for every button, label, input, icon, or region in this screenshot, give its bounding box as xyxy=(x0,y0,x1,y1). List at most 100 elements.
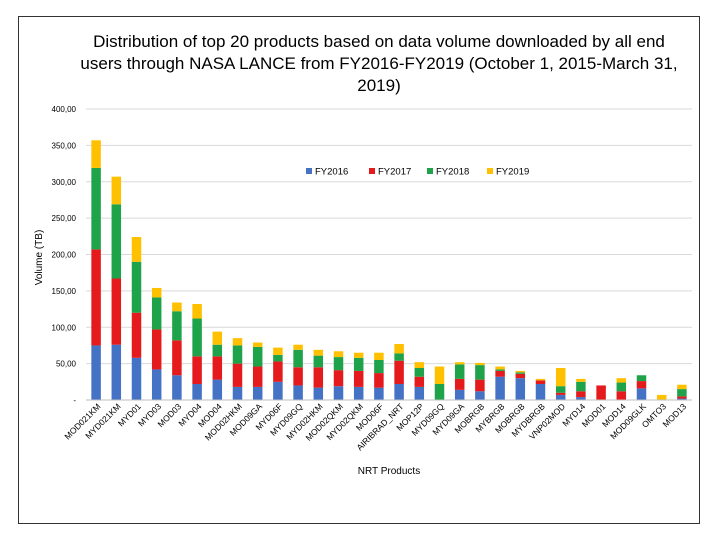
bar-segment xyxy=(192,356,202,384)
bar-segment xyxy=(111,204,122,279)
legend-swatch xyxy=(306,168,312,174)
bar-segment xyxy=(454,378,465,390)
bar-segment xyxy=(333,370,344,387)
legend-swatch xyxy=(487,168,493,174)
bar-segment xyxy=(515,378,526,400)
bar-segment xyxy=(353,386,364,400)
bar-segment xyxy=(131,312,142,358)
bar-segment xyxy=(313,367,324,388)
bar-segment xyxy=(555,386,566,393)
bar-segment xyxy=(636,375,647,382)
bar-segment xyxy=(192,383,202,400)
bar-segment xyxy=(91,140,101,168)
bar-segment xyxy=(616,382,627,392)
bar-segment xyxy=(374,387,384,400)
bar-segment xyxy=(172,311,182,341)
bar-segment xyxy=(293,349,303,368)
bar-segment xyxy=(515,372,526,374)
bar-segment xyxy=(636,388,647,400)
bar-segment xyxy=(252,346,263,367)
bar-segment xyxy=(353,370,364,387)
bar-segment xyxy=(475,391,485,400)
bar-segment xyxy=(111,176,122,205)
x-axis-label: NRT Products xyxy=(358,466,420,477)
legend-swatch xyxy=(427,168,433,174)
bar-segment xyxy=(414,362,425,368)
bar-segment xyxy=(576,397,586,400)
bar-segment xyxy=(576,381,586,392)
bar-segment xyxy=(414,376,425,387)
bar-segment xyxy=(555,394,566,400)
bar-segment xyxy=(677,398,687,400)
bar-segment xyxy=(495,370,505,377)
bar-segment xyxy=(131,237,142,262)
bar-segment xyxy=(454,389,465,400)
bar-segment xyxy=(151,329,162,370)
bar-segment xyxy=(434,366,445,384)
bar-segment xyxy=(535,383,546,400)
legend-label: FY2019 xyxy=(496,167,529,178)
y-tick-label: 400,00 xyxy=(52,105,77,114)
bar-segment xyxy=(636,381,647,389)
slide-frame: Distribution of top 20 products based on… xyxy=(18,16,700,524)
bar-segment xyxy=(293,367,303,386)
bar-segment xyxy=(111,344,122,400)
bar-segment xyxy=(333,351,344,358)
bar-segment xyxy=(212,344,223,357)
bar-segment xyxy=(616,378,627,383)
legend-label: FY2018 xyxy=(436,167,469,178)
bar-segment xyxy=(495,376,505,400)
bar-segment xyxy=(293,344,303,350)
bar-segment xyxy=(252,366,263,387)
bar-segment xyxy=(394,360,404,384)
bar-segment xyxy=(535,378,546,381)
bar-segment xyxy=(232,363,243,387)
bar-segment xyxy=(394,353,404,361)
bar-segment xyxy=(394,343,404,354)
bar-segment xyxy=(232,386,243,400)
bar-segment xyxy=(91,249,101,346)
bar-segment xyxy=(273,347,283,355)
bar-segment xyxy=(394,383,404,400)
y-axis-label: Volume (TB) xyxy=(34,230,45,286)
bar-segment xyxy=(677,396,687,399)
bar-segment xyxy=(273,361,283,382)
bar-segment xyxy=(232,338,243,346)
bar-segment xyxy=(172,302,182,312)
bar-segment xyxy=(616,391,627,400)
bar-segment xyxy=(313,387,324,400)
bar-segment xyxy=(111,278,122,345)
bar-segment xyxy=(414,386,425,400)
bar-segment xyxy=(555,392,566,395)
bar-segment xyxy=(151,287,162,298)
bar-segment xyxy=(454,362,465,365)
chart-title: Distribution of top 20 products based on… xyxy=(80,32,678,95)
bar-segment xyxy=(313,349,324,356)
bar-segment xyxy=(172,375,182,400)
bar-segment xyxy=(91,167,101,250)
bar-segment xyxy=(475,362,485,366)
bar-segment xyxy=(313,355,324,368)
bar-segment xyxy=(212,331,223,345)
bar-segment xyxy=(555,367,566,387)
bar-segment xyxy=(515,373,526,379)
bar-segment xyxy=(353,357,364,371)
bar-segment xyxy=(495,366,505,370)
bar-segment xyxy=(656,394,667,400)
bar-segment xyxy=(454,364,465,379)
bar-segment xyxy=(131,357,142,400)
bar-segment xyxy=(374,373,384,388)
bar-segment xyxy=(677,384,687,390)
y-tick-label: 100,00 xyxy=(52,323,77,332)
legend-label: FY2016 xyxy=(315,167,348,178)
bar-segment xyxy=(252,386,263,400)
y-tick-label: 50,00 xyxy=(56,360,77,369)
bar-segment xyxy=(333,357,344,371)
y-tick-label: 200,00 xyxy=(52,251,77,260)
bar-segment xyxy=(475,365,485,380)
bar-segment xyxy=(172,340,182,376)
bar-segment xyxy=(475,379,485,392)
bar-segment xyxy=(374,359,384,374)
bar-segment xyxy=(353,352,364,358)
bar-segment xyxy=(192,318,202,357)
